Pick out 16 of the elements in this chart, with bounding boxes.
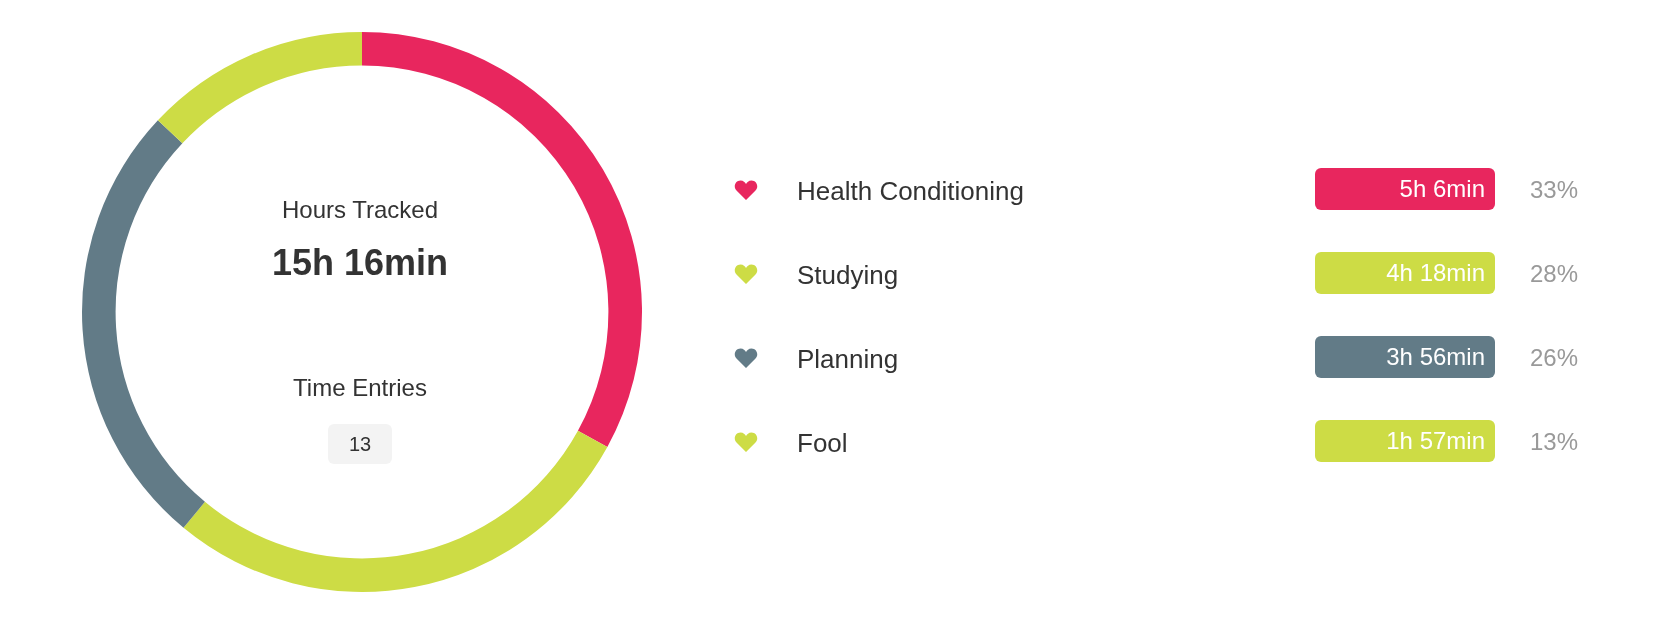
data-label: 26% <box>1530 344 1579 372</box>
data-label: 28% <box>1530 260 1579 288</box>
text: 5h 6min <box>1399 175 1485 202</box>
text: 1h 57min <box>1386 427 1485 454</box>
text: 15h 16min <box>270 242 450 284</box>
legend-label: Planning <box>797 344 899 375</box>
legend-label: Fool <box>797 428 848 459</box>
legend-label: Health Conditioning <box>797 176 1024 207</box>
text: 3h 56min <box>1386 343 1485 370</box>
legend-label: Studying <box>797 260 899 291</box>
data-label: 13% <box>1530 428 1579 456</box>
data-label: 33% <box>1530 176 1579 204</box>
text: Time Entries <box>292 374 428 402</box>
text: Hours Tracked <box>280 196 440 224</box>
text: 13 <box>328 424 392 464</box>
text: 4h 18min <box>1386 259 1485 286</box>
